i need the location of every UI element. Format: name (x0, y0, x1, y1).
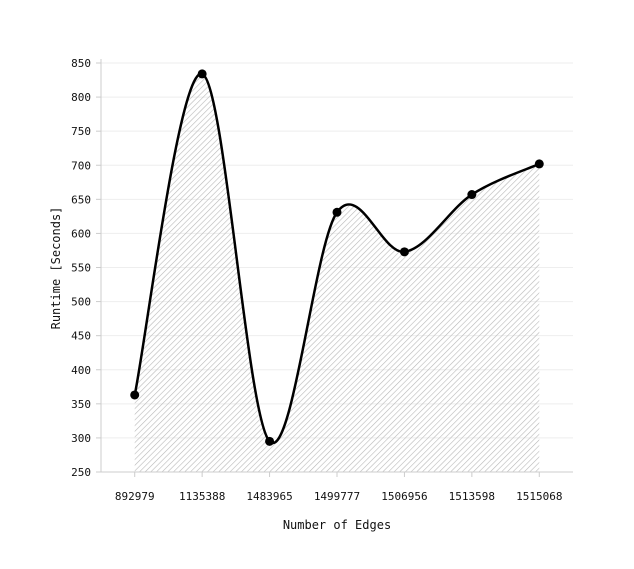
x-tick-label: 1515068 (516, 490, 562, 503)
y-tick-label: 250 (71, 466, 91, 479)
x-tick-label: 1506956 (381, 490, 427, 503)
data-point (265, 436, 275, 446)
y-tick-label: 450 (71, 330, 91, 343)
x-tick-label: 1483965 (246, 490, 292, 503)
y-tick-label: 750 (71, 125, 91, 138)
y-tick-label: 800 (71, 91, 91, 104)
x-tick-label: 1513598 (449, 490, 495, 503)
y-axis-title: Runtime [Seconds] (49, 207, 63, 330)
y-tick-label: 500 (71, 296, 91, 309)
data-point (130, 390, 140, 400)
y-tick-label: 400 (71, 364, 91, 377)
data-point (332, 207, 342, 217)
area-under-curve (134, 73, 540, 472)
runtime-series-line (133, 72, 540, 445)
data-point (399, 247, 409, 257)
data-point (534, 159, 544, 169)
y-tick-label: 850 (71, 57, 91, 70)
y-tick-label: 700 (71, 159, 91, 172)
y-tick-label: 300 (71, 432, 91, 445)
data-point (197, 69, 207, 79)
y-tick-label: 550 (71, 262, 91, 275)
axes (96, 59, 573, 477)
area-fill (134, 73, 540, 472)
y-tick-label: 600 (71, 227, 91, 240)
data-point (467, 190, 477, 200)
x-axis-title: Number of Edges (283, 518, 391, 532)
x-tick-label: 1499777 (314, 490, 360, 503)
y-tick-labels: 250 300 350 400 450 500 550 600 650 700 750 800 850 (71, 57, 91, 479)
x-tick-label: 892979 (115, 490, 155, 503)
y-tick-label: 350 (71, 398, 91, 411)
series-line (133, 72, 540, 445)
data-points (130, 69, 544, 446)
x-tick-label: 1135388 (179, 490, 225, 503)
x-tick-labels: 892979 1135388 1483965 1499777 1506956 151359… (115, 490, 563, 503)
y-tick-label: 650 (71, 193, 91, 206)
